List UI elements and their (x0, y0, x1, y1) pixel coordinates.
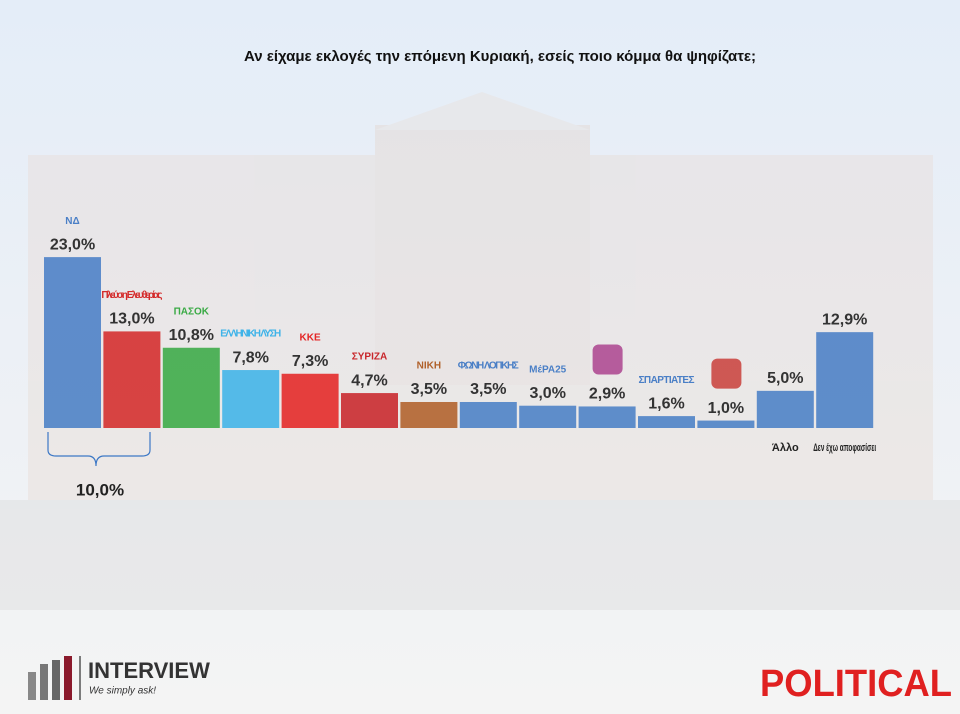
value-label: 23,0% (50, 236, 95, 253)
annotation: 10,0% (76, 480, 124, 499)
footer-left-sub: We simply ask! (89, 686, 156, 697)
party-label: ΦΩΝΗ ΛΟΓΙΚΗΣ (458, 361, 519, 372)
bar (697, 420, 755, 428)
bar (341, 393, 398, 428)
bar (281, 373, 339, 428)
party-label: Πλεύση Ελευθερίας (101, 290, 162, 301)
bar (638, 416, 695, 428)
value-label: 12,9% (822, 311, 867, 328)
bar (816, 332, 874, 428)
bar (519, 405, 577, 428)
value-label: 10,8% (169, 327, 214, 344)
party-label: ΝΙΚΗ (417, 361, 441, 372)
party-label: ΣΥΡΙΖΑ (352, 352, 387, 363)
value-label: 7,8% (232, 349, 268, 366)
bar (459, 401, 517, 428)
value-label: 3,5% (470, 381, 506, 398)
building (0, 92, 960, 610)
party-label: ΣΠΑΡΤΙΑΤΕΣ (639, 375, 695, 386)
bar (756, 390, 814, 428)
bar (162, 347, 220, 428)
bar (222, 370, 280, 428)
value-label: 5,0% (767, 370, 803, 387)
value-label: 3,0% (529, 385, 565, 402)
value-label: 4,7% (351, 372, 387, 389)
party-logo (592, 344, 623, 375)
bar (103, 331, 161, 428)
category-label: Άλλο (772, 442, 799, 454)
value-label: 1,0% (708, 400, 744, 417)
party-label: ΜέΡΑ25 (529, 364, 567, 375)
value-label: 13,0% (109, 311, 154, 328)
party-label: ΠΑΣΟΚ (174, 306, 210, 317)
category-label: Δεν έχω αποφασίσει (813, 442, 876, 454)
bar (578, 406, 636, 428)
party-label: ΝΔ (65, 216, 79, 227)
party-label: ΚΚΕ (300, 332, 321, 343)
footer-right: POLITICAL (760, 663, 952, 705)
bar (44, 257, 101, 428)
value-label: 2,9% (589, 386, 625, 403)
party-label: ΕΛΛΗΝΙΚΗ ΛΥΣΗ (220, 329, 281, 340)
value-label: 3,5% (411, 381, 447, 398)
footer-left: INTERVIEW (88, 658, 210, 683)
value-label: 1,6% (648, 395, 684, 412)
bracket (47, 432, 151, 467)
value-label: 7,3% (292, 353, 328, 370)
party-logo (711, 358, 742, 389)
interview-logo (28, 656, 81, 700)
bar (400, 401, 458, 428)
chart-title: Αν είχαμε εκλογές την επόμενη Κυριακή, ε… (244, 48, 756, 65)
